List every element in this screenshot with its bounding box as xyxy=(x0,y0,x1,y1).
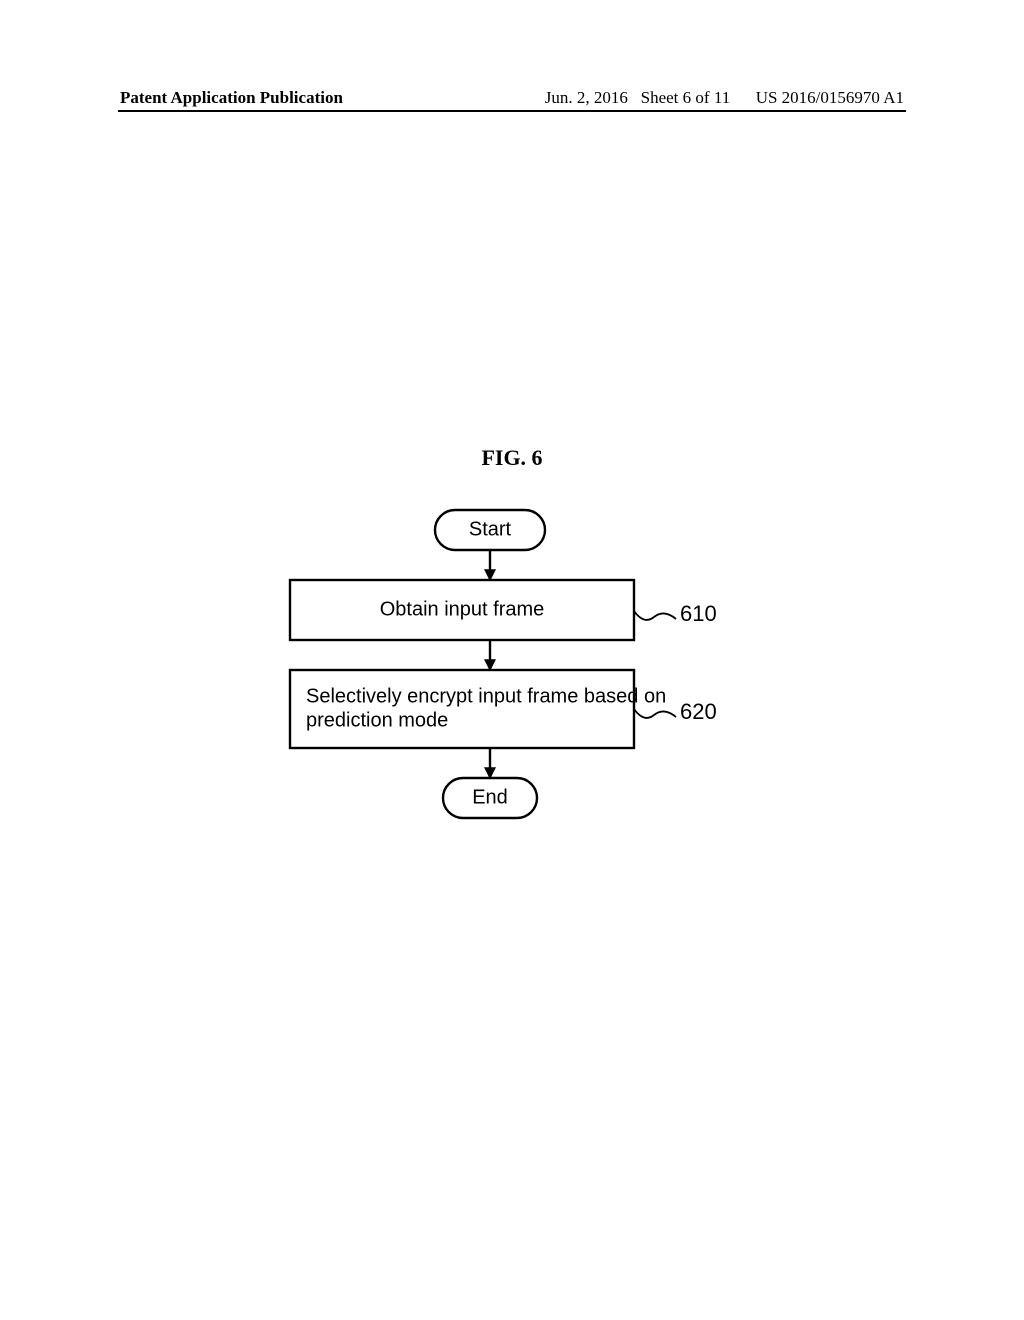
flow-node-label: Start xyxy=(469,518,512,540)
flow-node-label: Selectively encrypt input frame based on xyxy=(306,685,666,707)
flow-node-label: End xyxy=(472,786,508,808)
flow-node-step2: Selectively encrypt input frame based on… xyxy=(290,670,717,748)
flow-node-step1: Obtain input frame 610 xyxy=(290,580,717,640)
header-date: Jun. 2, 2016 xyxy=(545,88,628,107)
ref-number: 610 xyxy=(680,601,717,626)
header-sheet: Sheet 6 of 11 xyxy=(641,88,731,107)
flow-node-end: End xyxy=(443,778,537,818)
header-pubnum: US 2016/0156970 A1 xyxy=(756,88,904,107)
header-meta: Jun. 2, 2016 Sheet 6 of 11 US 2016/01569… xyxy=(545,88,904,108)
page-header: Patent Application Publication Jun. 2, 2… xyxy=(120,88,904,108)
flow-node-label: Obtain input frame xyxy=(380,598,545,620)
header-rule xyxy=(118,110,906,112)
flow-node-label: prediction mode xyxy=(306,709,448,731)
ref-connector xyxy=(634,611,676,620)
flow-node-start: Start xyxy=(435,510,545,550)
figure-label: FIG. 6 xyxy=(0,445,1024,471)
ref-number: 620 xyxy=(680,699,717,724)
header-publication: Patent Application Publication xyxy=(120,88,343,108)
flowchart-diagram: Start Obtain input frame 610 Selectively en… xyxy=(0,495,1024,915)
ref-connector xyxy=(634,709,676,718)
